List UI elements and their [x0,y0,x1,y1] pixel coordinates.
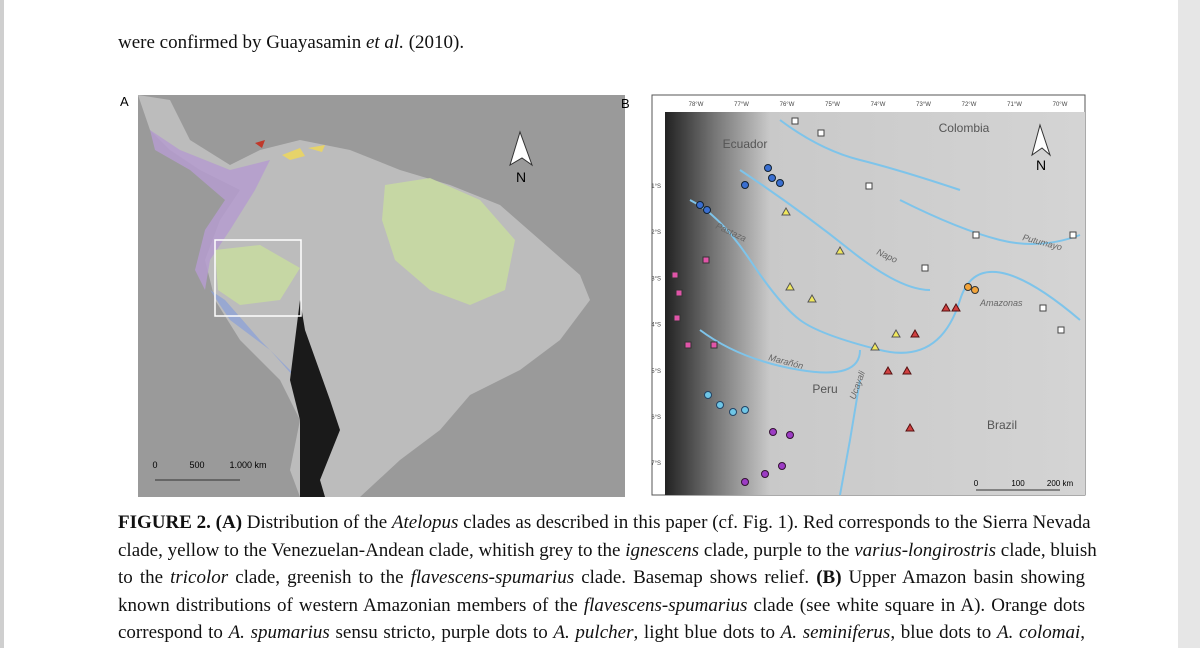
points-orange [964,283,979,294]
figure: N A 0 500 1.000 km B N Ecuador Colombia … [120,94,1086,497]
graticule-labels: 78°W 77°W 76°W 75°W 74°W 73°W 72°W 71°W 70°W 1°S 2… [651,102,1067,467]
graticule-label: 3°S [651,276,661,282]
caption-text: Distribution of the [242,512,392,533]
caption-text: correspond to [118,622,229,643]
country-label: Peru [812,382,837,396]
caption-line: correspond to A. spumarius sensu stricto… [118,622,1085,644]
scale-label: 0 [152,460,157,470]
graticule-label: 5°S [651,369,661,375]
graticule-label: 72°W [962,102,977,108]
caption-text: (B) [816,567,842,588]
caption-text: tricolor [170,567,229,588]
graticule-label: 78°W [689,102,704,108]
points-white [791,117,1077,334]
andes-relief [290,300,340,497]
header-line: were confirmed by Guayasamin et al. (201… [118,32,1085,54]
river-label: Amazonas [979,298,1023,308]
caption-line: known distributions of western Amazonian… [118,595,1085,617]
caption-text: clade, purple to the [699,539,855,561]
points-blue [696,164,784,214]
range-green [382,178,515,305]
points-red [883,302,961,432]
north-label: N [1036,157,1046,173]
north-arrow [1031,123,1052,157]
range-yellow [282,145,325,160]
caption-text: A. seminiferus [780,622,891,643]
graticule-label: 77°W [734,102,749,108]
caption-text: clade (see white square in A). Orange do… [747,594,1085,616]
graticule-label: 6°S [651,415,661,421]
caption-text: Upper Amazon basin showing [841,567,1085,588]
caption-text: known distributions of western Amazonian… [118,594,584,616]
graticule-label: 73°W [916,102,931,108]
panel-label: B [621,96,630,111]
north-label: N [516,169,526,185]
graticule-label: 74°W [871,102,886,108]
caption-text: to the [118,567,171,588]
range-purple [150,130,270,290]
graticule-label: 4°S [651,323,661,329]
scale-label: 0 [974,479,979,488]
country-label: Ecuador [723,137,768,151]
points-yellow [781,206,901,351]
caption-text: clade, yellow to the Venezuelan-Andean c… [118,539,626,561]
graticule-label: 71°W [1007,102,1022,108]
caption-text: flavescens-spumarius [583,594,748,616]
caption-text: A. spumarius [228,622,330,643]
scroll-margin [1178,0,1200,648]
scale-label: 1.000 km [229,460,266,470]
caption-line: to the tricolor clade, greenish to the f… [118,567,1085,589]
inset-frame [214,239,302,317]
caption-text: , blue dots to [890,622,997,643]
graticule-label: 70°W [1053,102,1068,108]
caption-text: ignescens [625,539,700,561]
text: et al. [365,32,404,53]
scale-label: 500 [189,460,204,470]
graticule-label: 7°S [651,461,661,467]
points-lightblue [704,391,749,416]
caption-text: clades as described in this paper (cf. F… [458,512,1091,533]
country-label: Brazil [987,418,1017,432]
caption-text: flavescens-spumarius [410,567,575,588]
map-relief [665,112,1085,495]
country-label: Colombia [939,121,990,135]
north-arrow [509,130,534,167]
caption-text: , light blue dots to [633,622,781,643]
rivers [689,119,1081,496]
caption-text: clade. Basemap shows relief. [574,567,817,588]
caption-text: clade, greenish to the [228,567,411,588]
points-pink [671,256,718,349]
range-green [215,245,300,305]
points-purple [741,428,794,486]
range-blue [210,290,330,400]
graticule-label: 76°W [780,102,795,108]
caption-text: varius-longirostris [854,539,997,561]
range-red [255,140,265,148]
graticule-label: 1°S [651,184,661,190]
scale-label: 100 [1011,479,1025,488]
caption-line: clade, yellow to the Venezuelan-Andean c… [118,539,1097,562]
panel-label: A [120,94,129,109]
caption-text: A. pulcher [553,622,634,643]
caption-text: clade, bluish [996,539,1097,561]
caption-text: sensu stricto, purple dots to [329,622,554,643]
caption-text: , [1080,622,1086,643]
caption-text: Atelopus [391,512,459,533]
caption-text: A. colomai [997,622,1081,643]
graticule-label: 2°S [651,230,661,236]
caption-line: FIGURE 2. (A) Distribution of the Atelop… [118,512,1091,534]
text: (2010). [403,32,465,53]
border [0,0,4,648]
text: were confirmed by Guayasamin [118,32,366,53]
scale-label: 200 km [1047,479,1074,488]
graticule-label: 75°W [825,102,840,108]
caption-text: FIGURE 2. (A) [118,512,243,533]
